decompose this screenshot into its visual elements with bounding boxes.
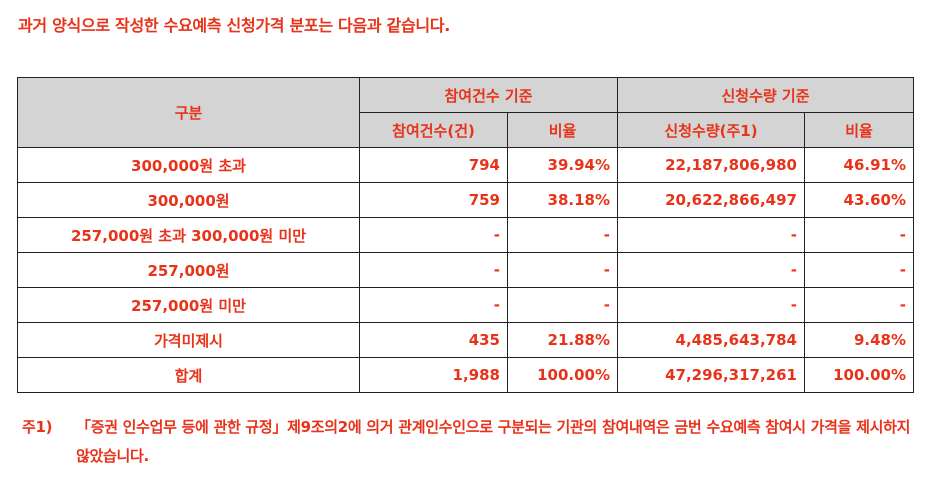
table-row: 가격미제시 435 21.88% 4,485,643,784 9.48%: [17, 322, 914, 358]
row-qty-ratio: 9.48%: [804, 322, 914, 358]
row-count: -: [359, 252, 508, 288]
header-row-groups: 구분 참여건수 기준 신청수량 기준: [17, 77, 914, 148]
table-row: 257,000원 미만 - - - -: [17, 287, 914, 323]
header-group-qty: 신청수량 기준: [617, 77, 914, 113]
row-qty-ratio: 46.91%: [804, 147, 914, 183]
row-category: 257,000원 미만: [17, 287, 360, 323]
row-category: 257,000원: [17, 252, 360, 288]
row-count-ratio: -: [507, 252, 618, 288]
row-count: -: [359, 287, 508, 323]
row-count-ratio: -: [507, 217, 618, 253]
footnote: 주1) 「증권 인수업무 등에 관한 규정」제9조의2에 의거 관계인수인으로 …: [22, 413, 916, 471]
row-qty-ratio: -: [804, 217, 914, 253]
demand-forecast-table: 구분 참여건수 기준 신청수량 기준 참여건수(건) 비율 신청수량(주1) 비…: [17, 77, 914, 393]
row-qty: -: [617, 217, 805, 253]
header-count-ratio: 비율: [507, 112, 618, 148]
row-qty: 20,622,866,497: [617, 182, 805, 218]
row-qty: -: [617, 287, 805, 323]
row-count: 759: [359, 182, 508, 218]
row-qty: 4,485,643,784: [617, 322, 805, 358]
table-row: 300,000원 초과 794 39.94% 22,187,806,980 46…: [17, 147, 914, 183]
row-count-ratio: 39.94%: [507, 147, 618, 183]
row-count-ratio: 38.18%: [507, 182, 618, 218]
row-category: 합계: [17, 357, 360, 393]
table-row: 257,000원 초과 300,000원 미만 - - - -: [17, 217, 914, 253]
row-count: -: [359, 217, 508, 253]
row-count: 435: [359, 322, 508, 358]
row-qty-ratio: -: [804, 287, 914, 323]
intro-text: 과거 양식으로 작성한 수요예측 신청가격 분포는 다음과 같습니다.: [18, 16, 451, 35]
row-qty: -: [617, 252, 805, 288]
row-count: 794: [359, 147, 508, 183]
header-group-count: 참여건수 기준: [359, 77, 618, 113]
header-row-columns: 참여건수(건) 비율 신청수량(주1) 비율: [18, 112, 914, 148]
row-category: 가격미제시: [17, 322, 360, 358]
header-qty-ratio: 비율: [804, 112, 914, 148]
footnote-tag: 주1): [22, 418, 53, 436]
row-qty: 22,187,806,980: [617, 147, 805, 183]
header-count: 참여건수(건): [359, 112, 508, 148]
table-row-total: 합계 1,988 100.00% 47,296,317,261 100.00%: [17, 357, 914, 393]
row-qty-ratio: -: [804, 252, 914, 288]
row-count-ratio: 21.88%: [507, 322, 618, 358]
row-count-ratio: -: [507, 287, 618, 323]
table-row: 300,000원 759 38.18% 20,622,866,497 43.60…: [17, 182, 914, 218]
row-category: 300,000원: [17, 182, 360, 218]
row-qty: 47,296,317,261: [617, 357, 805, 393]
row-count-ratio: 100.00%: [507, 357, 618, 393]
row-category: 300,000원 초과: [17, 147, 360, 183]
row-qty-ratio: 100.00%: [804, 357, 914, 393]
header-category: 구분: [17, 77, 360, 148]
row-count: 1,988: [359, 357, 508, 393]
row-qty-ratio: 43.60%: [804, 182, 914, 218]
header-qty: 신청수량(주1): [617, 112, 805, 148]
table-row: 257,000원 - - - -: [17, 252, 914, 288]
row-category: 257,000원 초과 300,000원 미만: [17, 217, 360, 253]
footnote-text: 「증권 인수업무 등에 관한 규정」제9조의2에 의거 관계인수인으로 구분되는…: [76, 418, 911, 465]
